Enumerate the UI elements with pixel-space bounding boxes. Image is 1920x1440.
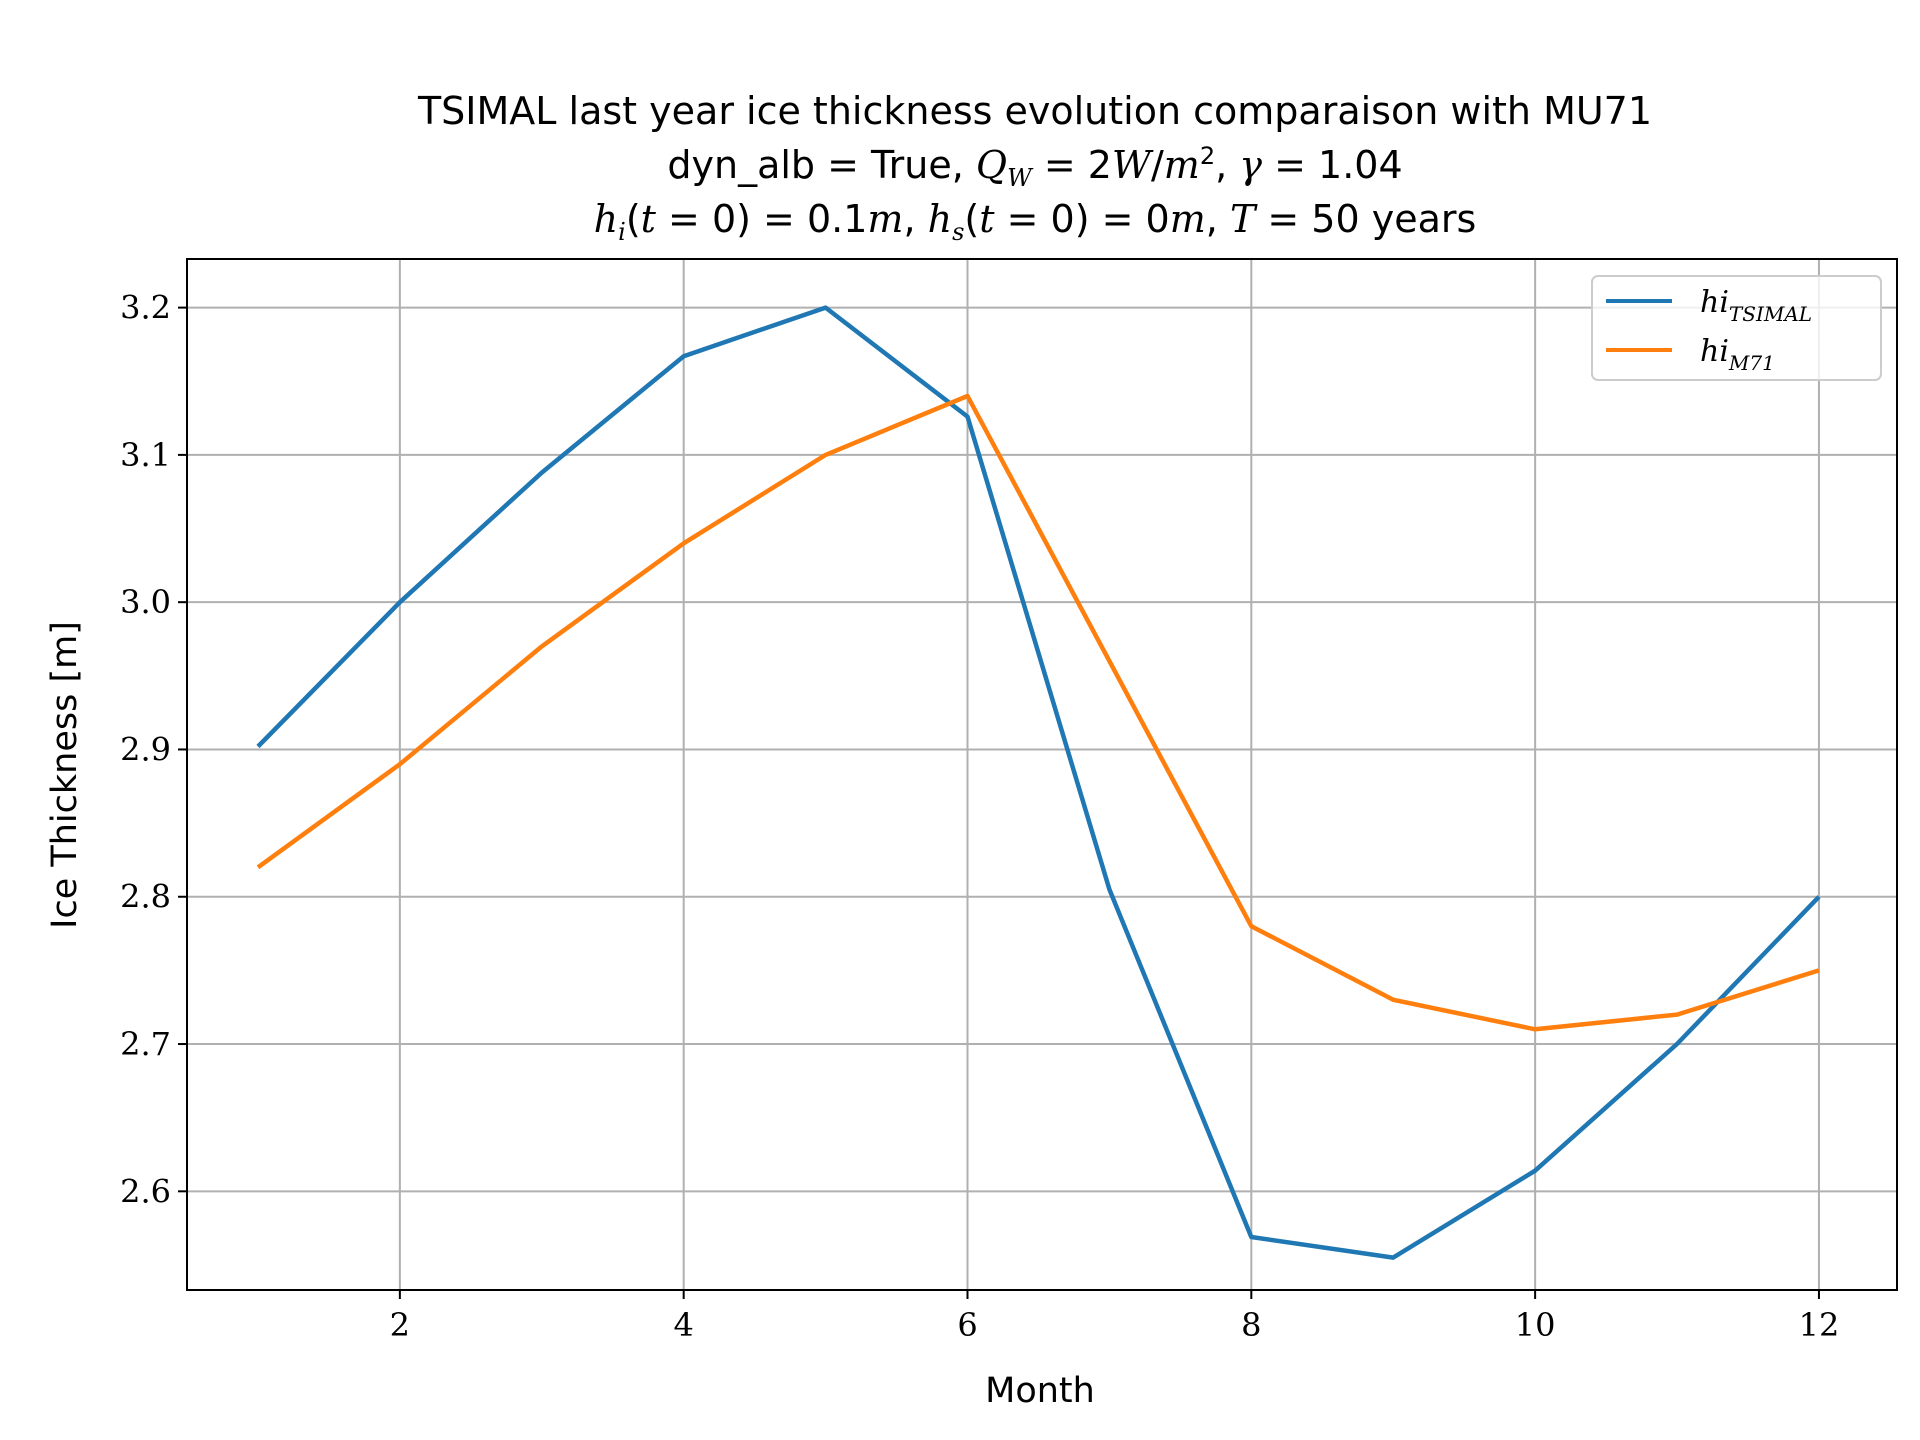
legend-label-tsimal: hiTSIMAL <box>1700 285 1812 326</box>
y-tick-label: 3.0 <box>120 583 171 621</box>
x-tick-label: 10 <box>1515 1306 1556 1344</box>
series-layer <box>256 305 1821 1260</box>
x-tick-label: 8 <box>1241 1306 1261 1344</box>
x-tick-label: 2 <box>390 1306 410 1344</box>
legend: hiTSIMAL hiM71 <box>1591 275 1882 381</box>
y-tick-label: 2.9 <box>120 730 171 768</box>
series-line-tsimal <box>256 305 1821 1260</box>
y-axis-label: Ice Thickness [m] <box>45 621 85 929</box>
series-line-m71 <box>256 393 1820 1032</box>
x-axis-ticks: 2 4 6 8 10 12 <box>390 1290 1840 1344</box>
y-tick-label: 3.2 <box>120 289 171 327</box>
x-tick-label: 12 <box>1799 1306 1840 1344</box>
legend-label-m71: hiM71 <box>1700 334 1775 375</box>
x-tick-label: 6 <box>957 1306 977 1344</box>
chart-title-line2: dyn_alb = True, QW = 2W/m2, γ = 1.04 <box>667 142 1402 192</box>
chart-title-line1: TSIMAL last year ice thickness evolution… <box>417 89 1652 133</box>
y-tick-label: 2.7 <box>120 1025 171 1063</box>
plot-frame <box>186 258 1898 1291</box>
y-tick-label: 2.8 <box>120 878 171 916</box>
y-tick-label: 3.1 <box>120 436 171 474</box>
y-tick-label: 2.6 <box>120 1172 171 1210</box>
y-axis-ticks: 2.6 2.7 2.8 2.9 3.0 3.1 3.2 <box>120 289 187 1210</box>
x-tick-label: 4 <box>674 1306 694 1344</box>
x-axis-label: Month <box>985 1371 1095 1411</box>
chart-title-line3: hi(t = 0) = 0.1m, hs(t = 0) = 0m, T = 50… <box>594 197 1477 246</box>
